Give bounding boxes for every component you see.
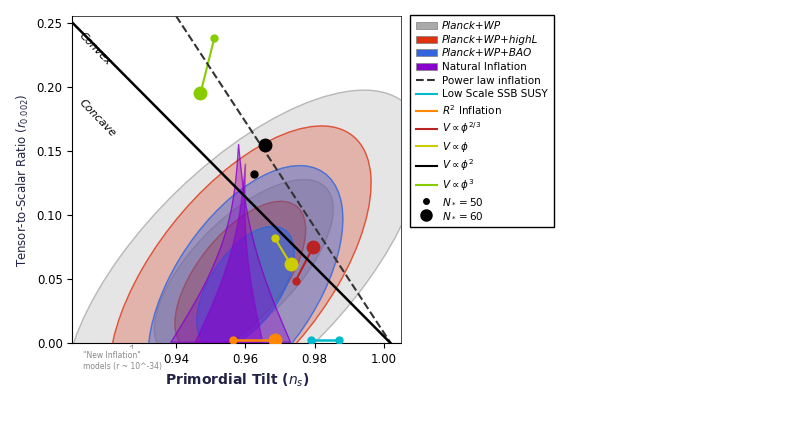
Ellipse shape <box>65 90 422 421</box>
Text: "New Inflation"
models (r ~ 10^-34): "New Inflation" models (r ~ 10^-34) <box>82 345 162 370</box>
Ellipse shape <box>154 180 333 359</box>
Y-axis label: Tensor-to-Scalar Ratio ($r_{0.002}$): Tensor-to-Scalar Ratio ($r_{0.002}$) <box>15 93 31 266</box>
Text: Convex: Convex <box>78 31 114 68</box>
Ellipse shape <box>197 226 294 348</box>
Polygon shape <box>171 144 290 342</box>
Text: Concave: Concave <box>78 97 118 139</box>
Ellipse shape <box>148 165 343 408</box>
Ellipse shape <box>110 126 371 421</box>
Polygon shape <box>195 164 263 342</box>
Legend: Planck+WP, Planck+WP+highL, Planck+WP+BAO, Natural Inflation, Power law inflatio: Planck+WP, Planck+WP+highL, Planck+WP+BA… <box>410 15 554 227</box>
Ellipse shape <box>175 201 306 352</box>
X-axis label: Primordial Tilt ($n_s$): Primordial Tilt ($n_s$) <box>165 372 309 389</box>
